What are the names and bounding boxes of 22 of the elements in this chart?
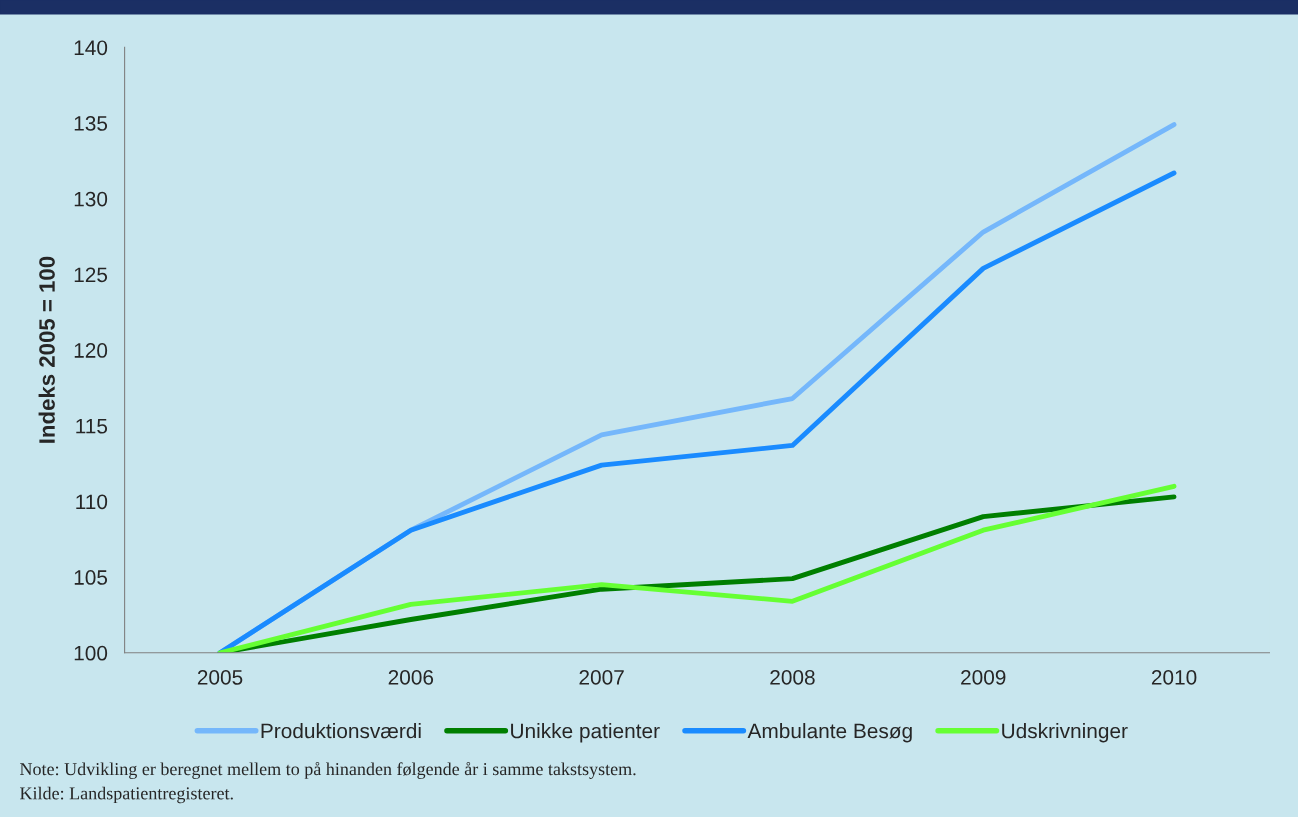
legend-label: Produktionsværdi (261, 722, 421, 739)
x-tick-label: 2009 (961, 670, 1006, 685)
x-tick-label: 2005 (197, 670, 243, 685)
y-tick-label: 125 (74, 267, 108, 283)
legend-label: Unikke patienter (511, 722, 660, 743)
x-tick-label: 2007 (579, 670, 624, 685)
y-tick-label: 115 (76, 418, 108, 434)
x-tick-label: 2010 (1151, 670, 1197, 685)
y-tick-label: 130 (74, 191, 108, 207)
text: Kilde: Landspatientregisteret. (19, 786, 233, 804)
legend-label: Ambulante Besøg (747, 722, 912, 743)
y-tick-label: 110 (76, 494, 108, 510)
y-tick-label: 140 (74, 40, 108, 56)
x-tick-label: 2008 (770, 670, 815, 685)
legend-label: Udskrivninger (1002, 722, 1128, 743)
y-tick-label: 105 (74, 570, 108, 585)
text: Note: Udvikling er beregnet mellem to på hinanden følgende år i samme takstsystem. (19, 761, 636, 779)
y-tick-label: 120 (74, 343, 108, 358)
y-axis-title: Indeks 2005 = 100 (38, 256, 55, 443)
x-tick-label: 2006 (388, 670, 434, 685)
y-tick-label: 100 (74, 645, 108, 661)
y-tick-label: 135 (74, 116, 108, 131)
